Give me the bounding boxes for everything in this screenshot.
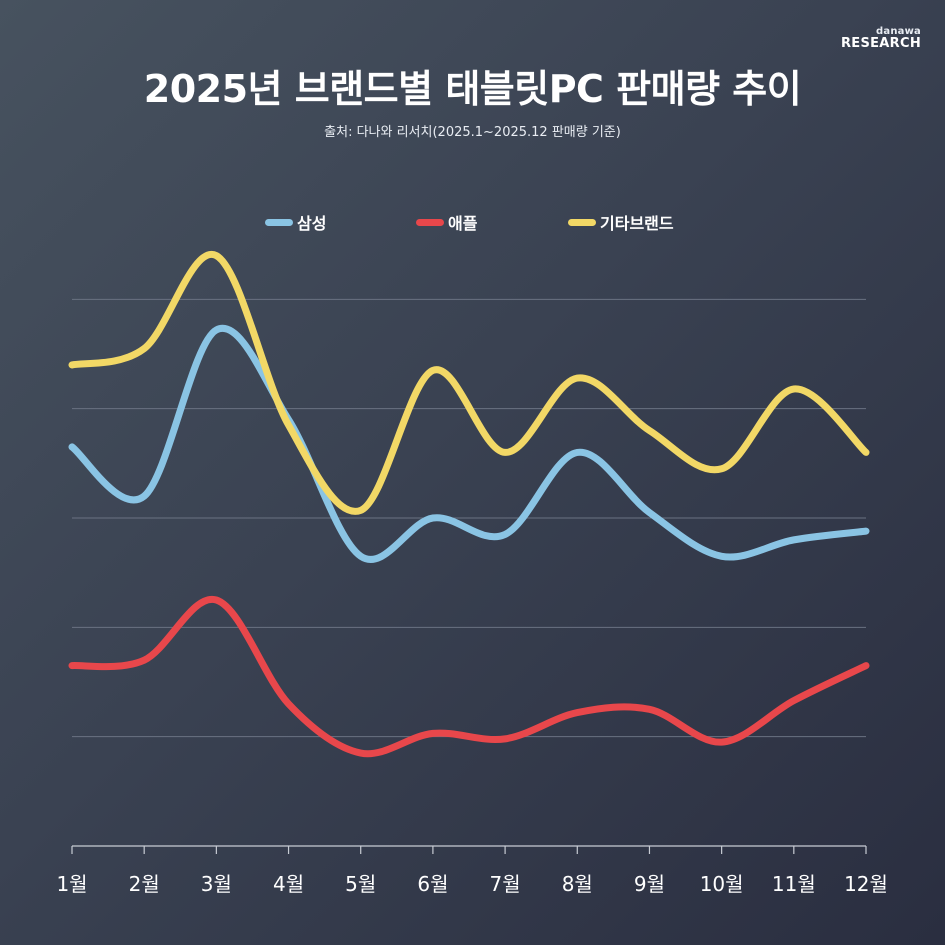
logo-bottom-text: RESEARCH — [840, 36, 921, 51]
x-tick-label: 8월 — [562, 872, 593, 896]
chart-title: 2025년 브랜드별 태블릿PC 판매량 추이 — [143, 67, 802, 111]
legend-label-samsung: 삼성 — [297, 214, 327, 233]
x-tick-label: 3월 — [201, 872, 232, 896]
legend-swatch-apple — [416, 218, 444, 226]
brand-logo: danawa RESEARCH — [841, 26, 921, 51]
x-tick-label: 6월 — [417, 872, 448, 896]
series-line-others — [68, 250, 870, 515]
legend-label-apple: 애플 — [448, 214, 478, 233]
legend-swatch-others — [568, 218, 596, 226]
x-tick-label: 2월 — [129, 872, 160, 896]
x-tick-label: 7월 — [490, 872, 521, 896]
x-tick-label: 9월 — [634, 872, 665, 896]
series-line-apple — [68, 596, 870, 758]
x-tick-label: 5월 — [345, 872, 376, 896]
x-tick-label: 12월 — [844, 872, 888, 896]
logo-top-text: danawa — [876, 26, 921, 37]
x-tick-label: 1월 — [56, 872, 87, 896]
x-tick-label: 10월 — [700, 872, 744, 896]
x-tick-label: 11월 — [772, 872, 816, 896]
chart-subtitle: 출처: 다나와 리서치(2025.1~2025.12 판매량 기준) — [324, 125, 621, 140]
legend-item-apple: 애플 — [416, 210, 477, 234]
x-tick-label: 4월 — [273, 872, 304, 896]
legend-item-samsung: 삼성 — [265, 210, 326, 234]
legend-label-others: 기타브랜드 — [600, 214, 674, 233]
legend-item-others: 기타브랜드 — [568, 210, 674, 234]
chart-legend: 삼성 애플 기타브랜드 — [0, 210, 945, 236]
series-line-samsung — [68, 324, 870, 563]
legend-swatch-samsung — [265, 218, 293, 226]
